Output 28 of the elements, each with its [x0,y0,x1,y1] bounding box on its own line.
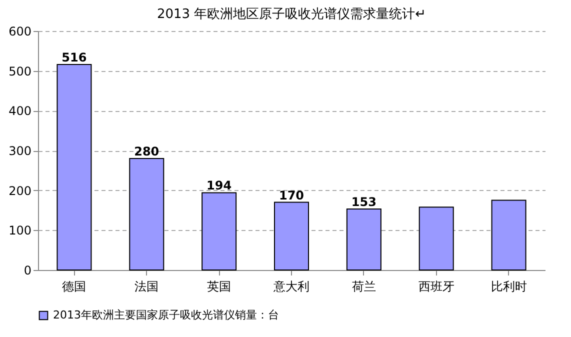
bar [56,64,92,270]
x-tick-label: 英国 [207,280,232,294]
x-tick-label: 西班牙 [418,280,454,294]
data-label: 153 [351,195,376,210]
data-label: 516 [62,50,87,64]
data-label: 280 [134,144,160,158]
x-tick-label: 意大利 [272,280,310,294]
bar [202,192,237,270]
x-tick-label: 荷兰 [352,280,376,294]
bar [129,158,164,270]
x-tick-label: 法国 [134,280,159,294]
y-tick-label: 600 [8,24,32,38]
data-label: 170 [278,188,304,202]
x-tick-label: 德国 [62,280,86,294]
y-tick-label: 500 [8,64,32,78]
bar [346,208,382,270]
y-tick-label: 400 [8,104,32,118]
y-tick-label: 200 [8,184,32,198]
y-tick-label: 300 [8,144,32,158]
x-tick-label: 比利时 [490,280,527,294]
bar [491,200,526,270]
y-tick-label: 0 [24,264,32,278]
legend-label: 2013年欧洲主要国家原子吸收光谱仪销量：台 [53,308,279,322]
data-label: 194 [206,178,232,193]
bar [274,202,309,270]
bar [418,206,454,270]
y-tick-label: 100 [8,224,32,238]
chart-title: 2013 年欧洲地区原子吸收光谱仪需求量统计↵ [156,7,426,22]
